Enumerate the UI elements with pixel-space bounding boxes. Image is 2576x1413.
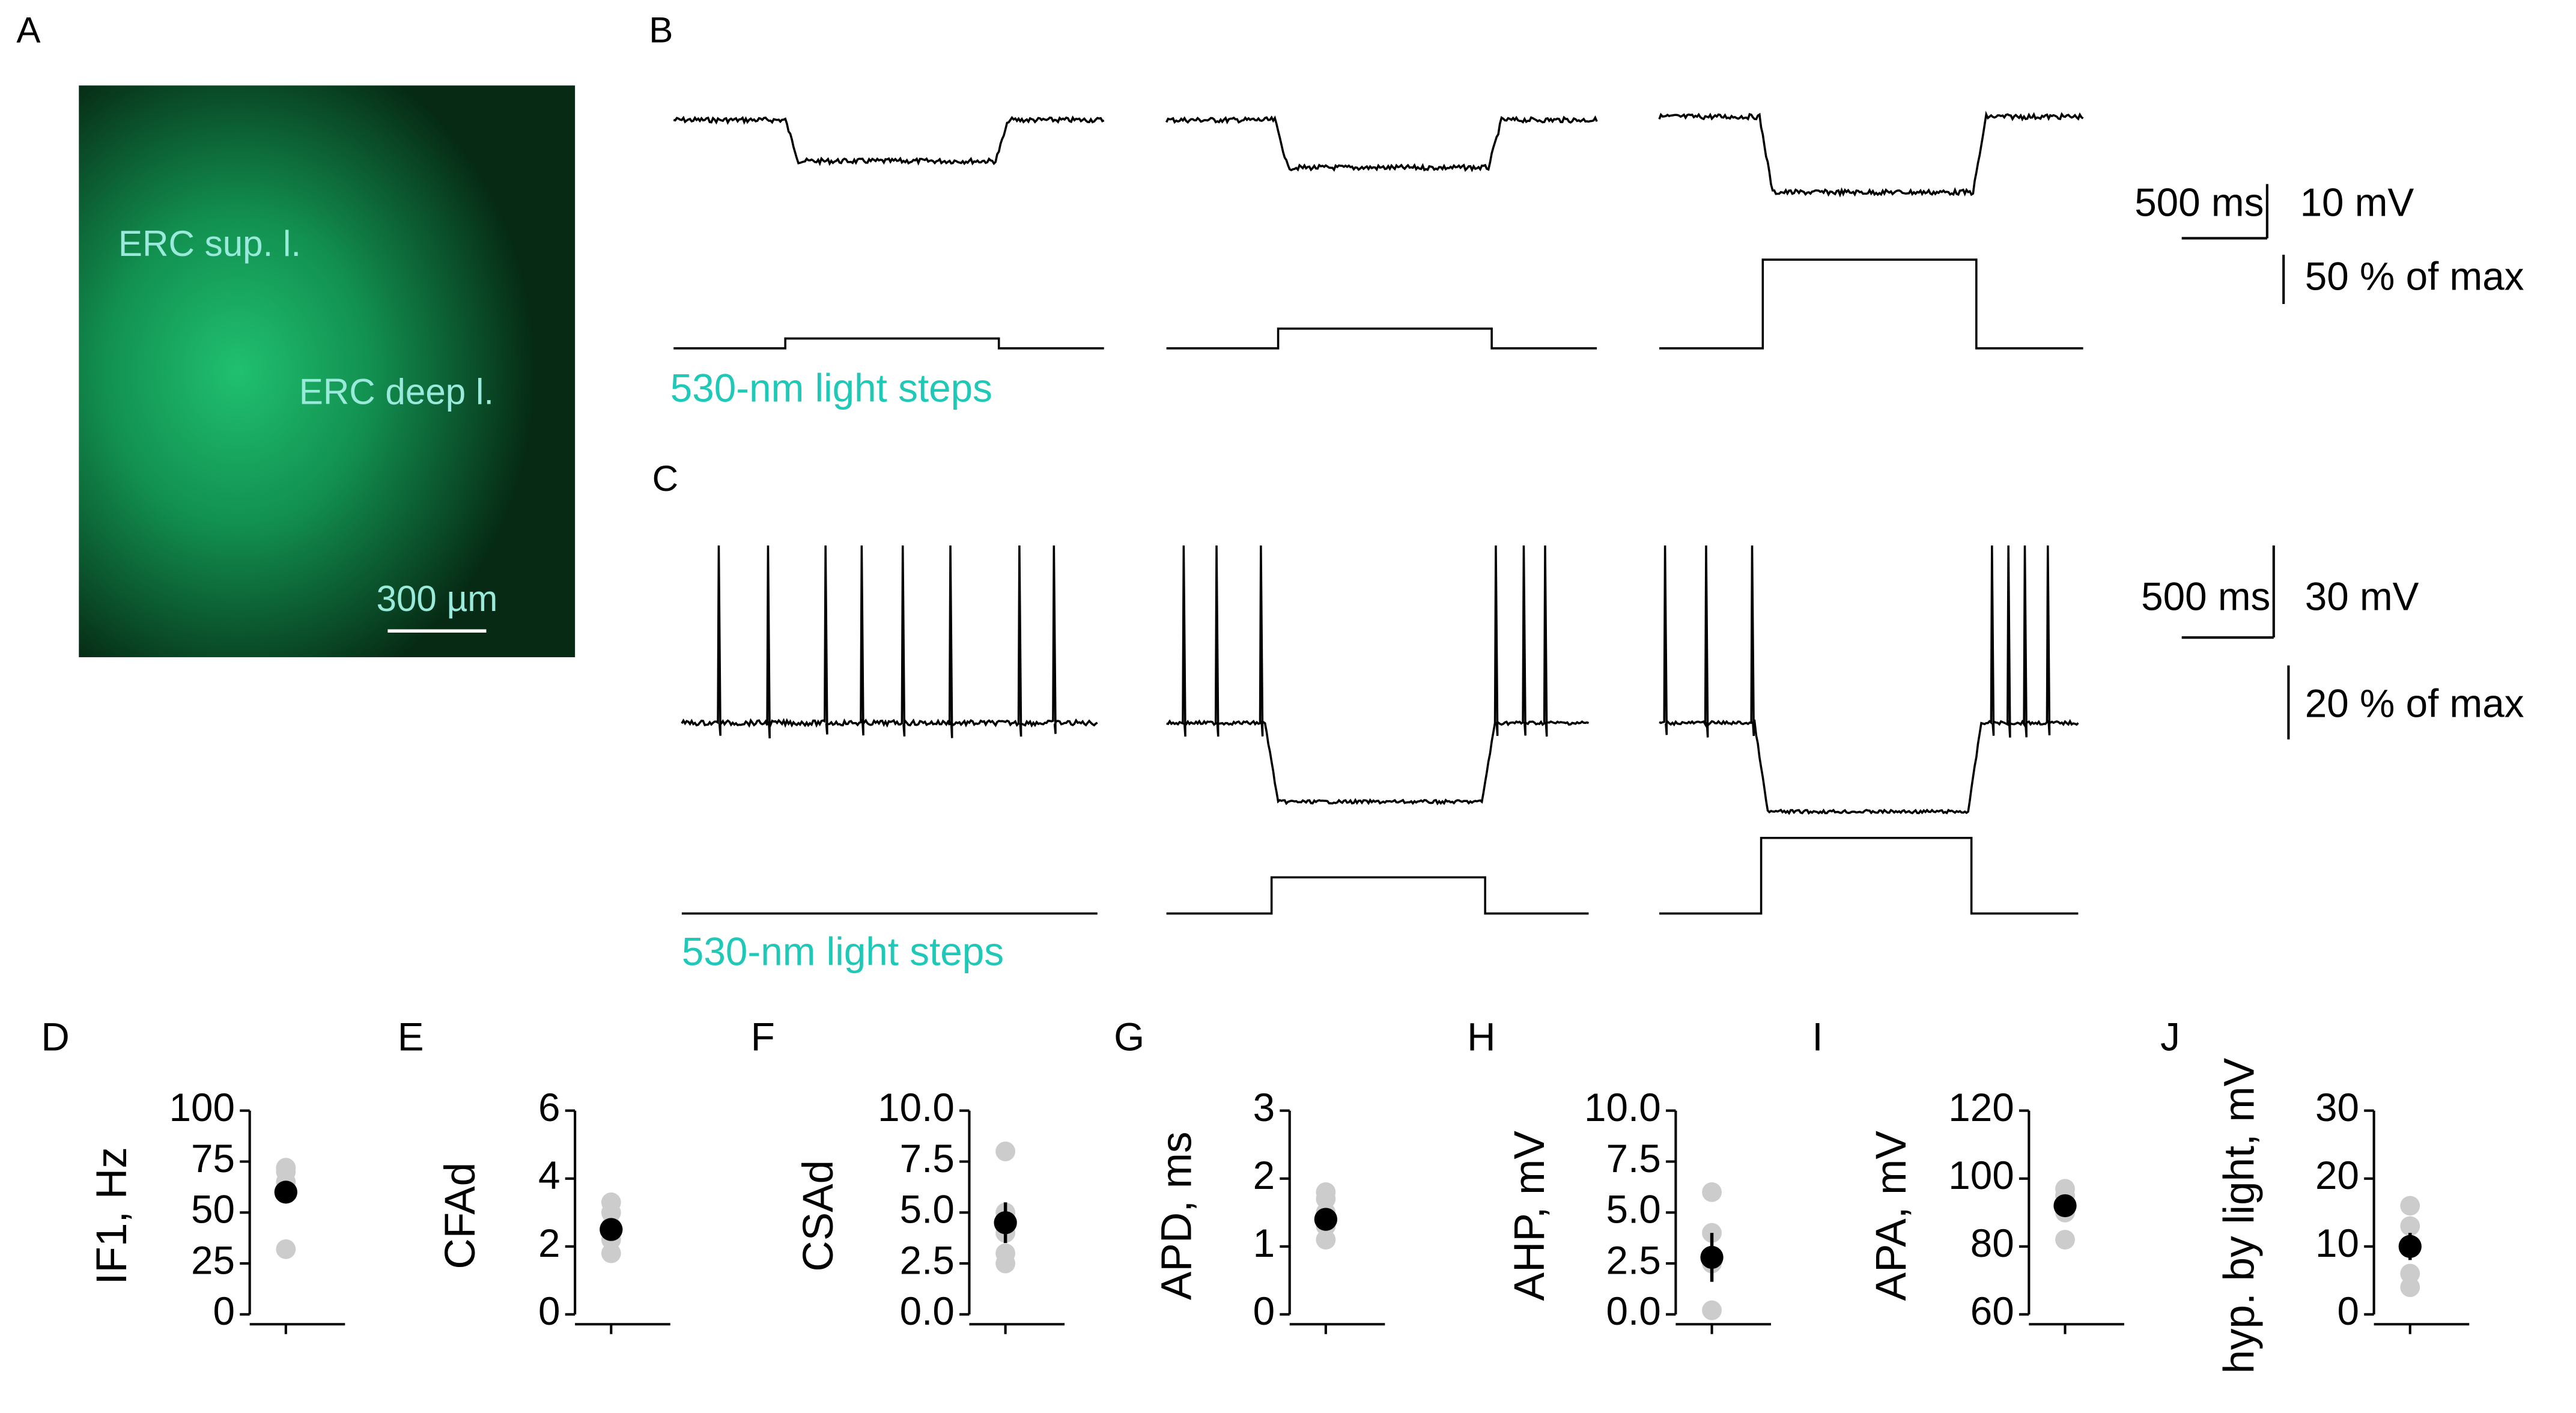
data-point xyxy=(1316,1182,1336,1202)
panel-letter: A xyxy=(16,10,40,50)
y-tick-label: 0 xyxy=(538,1289,560,1333)
data-point xyxy=(995,1141,1016,1161)
y-tick-label: 6 xyxy=(538,1086,560,1129)
y-tick-label: 2.5 xyxy=(900,1238,955,1282)
y-axis-label: CSAd xyxy=(795,1160,842,1272)
y-tick-label: 75 xyxy=(191,1137,235,1181)
panel-letter: J xyxy=(2160,1015,2180,1059)
y-tick-label: 2.5 xyxy=(1606,1238,1661,1282)
image-label: ERC sup. l. xyxy=(118,223,301,264)
panel-letter: D xyxy=(41,1015,69,1059)
mean-point xyxy=(274,1181,297,1204)
mean-point xyxy=(1314,1208,1338,1231)
data-point xyxy=(601,1243,621,1263)
light-step xyxy=(673,337,1104,350)
y-tick-label: 4 xyxy=(538,1153,560,1197)
voltage-trace xyxy=(681,545,1098,739)
y-tick-label: 10.0 xyxy=(1584,1086,1661,1129)
scale-label: 500 ms xyxy=(2141,575,2270,619)
y-axis-label: IF1, Hz xyxy=(88,1147,136,1284)
voltage-trace xyxy=(673,115,1105,166)
data-point xyxy=(1702,1182,1722,1202)
y-tick-label: 10 xyxy=(2315,1221,2359,1265)
y-axis-label: AHP, mV xyxy=(1506,1131,1554,1301)
stimulus-label: 530-nm light steps xyxy=(670,366,992,410)
y-axis-label: APD, ms xyxy=(1153,1132,1200,1300)
light-step xyxy=(1166,327,1597,350)
y-tick-label: 10.0 xyxy=(878,1086,955,1129)
y-tick-label: 30 xyxy=(2315,1086,2359,1129)
panel-letter: C xyxy=(652,458,678,499)
y-tick-label: 100 xyxy=(169,1086,235,1129)
y-tick-label: 3 xyxy=(1253,1086,1275,1129)
data-point xyxy=(2400,1216,2420,1236)
stimulus-label: 530-nm light steps xyxy=(682,929,1004,973)
data-point xyxy=(1702,1300,1722,1320)
voltage-trace xyxy=(1658,111,2084,198)
scale-bar-label: 300 µm xyxy=(376,579,497,619)
data-point xyxy=(276,1239,296,1259)
voltage-trace xyxy=(1166,545,1590,806)
data-point xyxy=(995,1243,1016,1263)
y-tick-label: 5.0 xyxy=(900,1188,955,1232)
y-tick-label: 100 xyxy=(1948,1153,2014,1197)
y-axis-label: CFAd xyxy=(437,1162,484,1269)
mean-point xyxy=(2398,1235,2422,1258)
y-tick-label: 0 xyxy=(2338,1289,2360,1333)
y-tick-label: 2 xyxy=(1253,1153,1275,1197)
light-step xyxy=(1659,836,2079,915)
data-point xyxy=(2400,1277,2420,1298)
scale-label: 50 % of max xyxy=(2305,254,2524,298)
y-tick-label: 0 xyxy=(213,1289,235,1333)
data-point xyxy=(601,1192,621,1212)
y-tick-label: 120 xyxy=(1948,1086,2014,1129)
scale-label: 30 mV xyxy=(2305,575,2419,619)
voltage-trace xyxy=(1659,545,2079,815)
scale-label: 500 ms xyxy=(2134,180,2264,224)
mean-point xyxy=(2053,1194,2077,1218)
voltage-trace xyxy=(1165,115,1598,172)
y-tick-label: 0.0 xyxy=(900,1289,955,1333)
panel-letter: B xyxy=(649,10,673,50)
data-point xyxy=(2055,1179,2075,1199)
traces xyxy=(673,111,2084,915)
scale-label: 20 % of max xyxy=(2305,681,2524,725)
mean-point xyxy=(994,1211,1017,1235)
light-step xyxy=(1166,876,1589,915)
panel-letter: H xyxy=(1467,1015,1495,1059)
data-point xyxy=(276,1158,296,1178)
y-tick-label: 0.0 xyxy=(1606,1289,1661,1333)
data-point xyxy=(2400,1196,2420,1216)
data-point xyxy=(2055,1230,2075,1250)
panel-letter: G xyxy=(1114,1015,1144,1059)
data-point xyxy=(2400,1263,2420,1284)
y-tick-label: 2 xyxy=(538,1221,560,1265)
y-axis-label: APA, mV xyxy=(1868,1131,1915,1301)
y-tick-label: 80 xyxy=(1970,1221,2014,1265)
panel-letter: E xyxy=(398,1015,424,1059)
fluorescence-image xyxy=(79,85,576,657)
light-step xyxy=(1659,258,2083,350)
y-tick-label: 1 xyxy=(1253,1221,1275,1265)
scale-label: 10 mV xyxy=(2300,180,2414,224)
y-tick-label: 5.0 xyxy=(1606,1188,1661,1232)
mean-point xyxy=(1700,1245,1724,1269)
mean-point xyxy=(600,1218,623,1241)
panel-letter: F xyxy=(751,1015,775,1059)
y-tick-label: 20 xyxy=(2315,1153,2359,1197)
y-tick-label: 25 xyxy=(191,1238,235,1282)
y-tick-label: 7.5 xyxy=(1606,1137,1661,1181)
image-label: ERC deep l. xyxy=(299,371,494,412)
data-point xyxy=(1316,1230,1336,1250)
y-tick-label: 7.5 xyxy=(900,1137,955,1181)
y-tick-label: 0 xyxy=(1253,1289,1275,1333)
panel-letter: I xyxy=(1812,1015,1823,1059)
y-tick-label: 60 xyxy=(1970,1289,2014,1333)
y-tick-label: 50 xyxy=(191,1188,235,1232)
y-axis-label: hyp. by light, mV xyxy=(2216,1057,2264,1373)
